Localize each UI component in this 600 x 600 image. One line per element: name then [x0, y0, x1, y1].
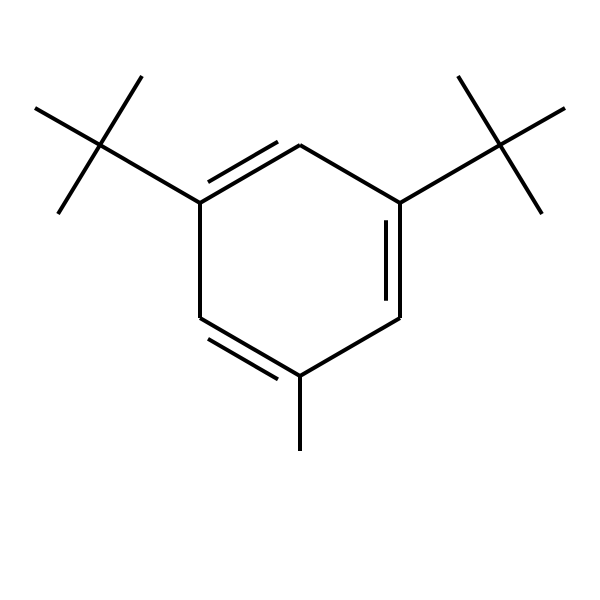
bond: [35, 108, 100, 145]
bond: [100, 76, 142, 145]
bond: [500, 145, 542, 214]
bond: [458, 76, 500, 145]
bond: [400, 145, 500, 203]
bond: [500, 108, 565, 145]
bond: [58, 145, 100, 214]
bond: [200, 145, 300, 203]
bond: [300, 318, 400, 376]
chemical-structure-diagram: [0, 0, 600, 600]
bond: [200, 318, 300, 376]
bond: [100, 145, 200, 203]
bond: [300, 145, 400, 203]
